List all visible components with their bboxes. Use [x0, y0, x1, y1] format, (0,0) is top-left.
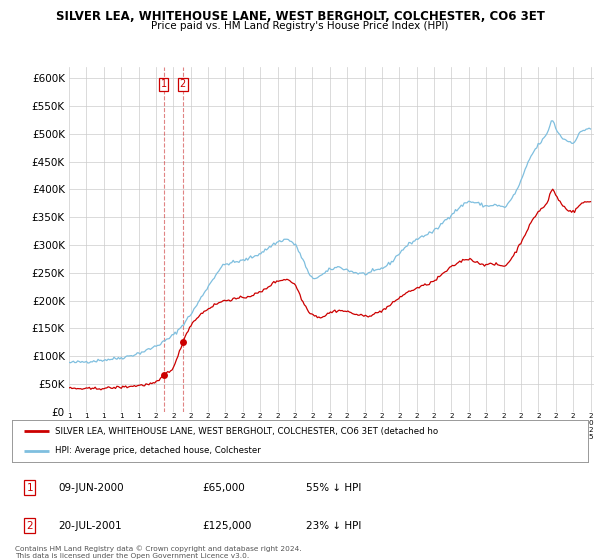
Text: 1: 1 — [161, 80, 167, 89]
Text: 23% ↓ HPI: 23% ↓ HPI — [306, 521, 361, 531]
Text: £65,000: £65,000 — [202, 483, 245, 493]
Text: Contains HM Land Registry data © Crown copyright and database right 2024.
This d: Contains HM Land Registry data © Crown c… — [15, 546, 302, 559]
Text: 1: 1 — [26, 483, 33, 493]
Text: 20-JUL-2001: 20-JUL-2001 — [58, 521, 122, 531]
Text: 2: 2 — [26, 521, 33, 531]
Text: £125,000: £125,000 — [202, 521, 251, 531]
Text: SILVER LEA, WHITEHOUSE LANE, WEST BERGHOLT, COLCHESTER, CO6 3ET: SILVER LEA, WHITEHOUSE LANE, WEST BERGHO… — [56, 10, 544, 23]
Text: 55% ↓ HPI: 55% ↓ HPI — [306, 483, 361, 493]
Text: Price paid vs. HM Land Registry's House Price Index (HPI): Price paid vs. HM Land Registry's House … — [151, 21, 449, 31]
Text: 2: 2 — [180, 80, 186, 89]
Text: HPI: Average price, detached house, Colchester: HPI: Average price, detached house, Colc… — [55, 446, 261, 455]
Text: 09-JUN-2000: 09-JUN-2000 — [58, 483, 124, 493]
Text: SILVER LEA, WHITEHOUSE LANE, WEST BERGHOLT, COLCHESTER, CO6 3ET (detached ho: SILVER LEA, WHITEHOUSE LANE, WEST BERGHO… — [55, 427, 439, 436]
